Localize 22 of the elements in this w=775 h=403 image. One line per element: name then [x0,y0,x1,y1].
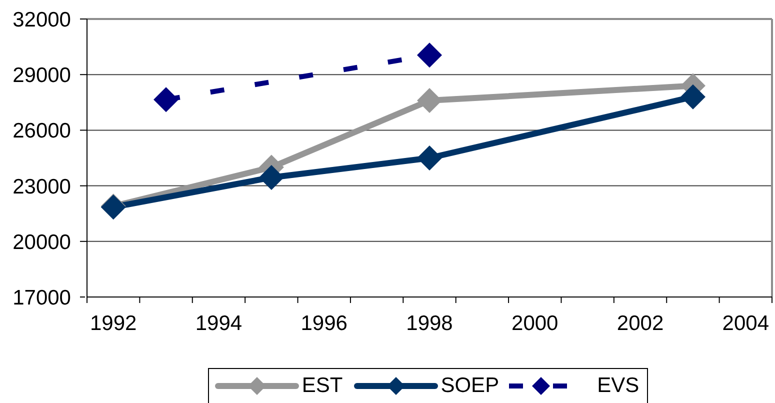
x-tick-label: 1992 [90,312,137,335]
y-tick-label: 26000 [12,120,71,143]
x-tick-label: 2004 [722,312,770,335]
x-tick-label: 2000 [512,312,558,335]
point [258,164,284,190]
point [680,84,706,110]
legend-label: EST [302,374,343,398]
point [417,88,442,114]
y-tick-label: 23000 [12,175,71,198]
y-tick-label: 29000 [12,64,71,88]
legend-label: SOEP [440,374,500,398]
legend-label: EVS [597,374,640,398]
y-tick-label: 20000 [12,230,71,254]
y-tick-label: 32000 [12,8,71,32]
x-tick-label: 1994 [195,312,242,335]
x-tick-label: 2002 [616,312,664,335]
point [417,42,442,68]
point [154,87,179,112]
point [417,146,442,170]
x-tick-label: 1996 [300,312,348,335]
y-tick-label: 17000 [12,286,71,310]
x-tick-label: 1998 [406,312,453,335]
